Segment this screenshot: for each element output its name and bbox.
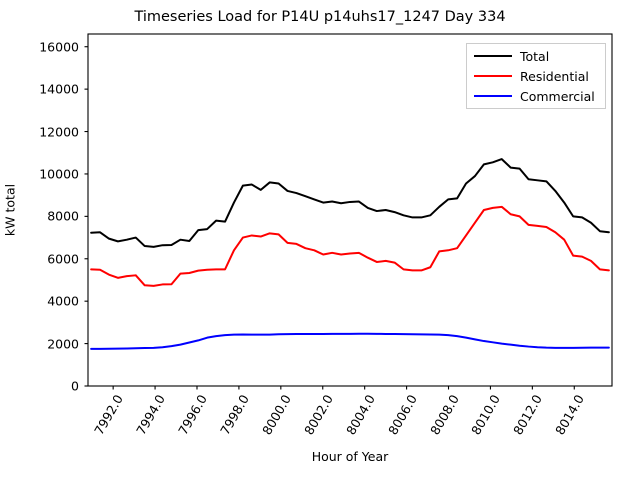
x-axis-label: Hour of Year: [311, 449, 389, 464]
y-axis-tick-labels: 0 2000 4000 6000 8000 10000 12000 14000 16000: [0, 0, 79, 480]
y-axis-tick-label: 10000: [39, 166, 79, 182]
legend-swatch-residential: [474, 75, 512, 77]
chart-title: Timeseries Load for P14U p14uhs17_1247 D…: [134, 9, 506, 25]
legend-swatch-total: [474, 55, 512, 57]
legend-item-residential: Residential: [474, 66, 589, 86]
y-axis-tick-label: 8000: [47, 208, 79, 224]
y-axis-tick-label: 2000: [47, 336, 79, 352]
legend-swatch-commercial: [474, 95, 512, 97]
legend-label-total: Total: [520, 48, 550, 64]
y-axis-tick-label: 12000: [39, 124, 79, 140]
y-axis-tick-label: 14000: [39, 81, 79, 97]
legend-item-total: Total: [474, 46, 549, 66]
legend-label-commercial: Commercial: [520, 88, 595, 104]
legend-item-commercial: Commercial: [474, 86, 595, 106]
y-axis-tick-label: 0: [71, 378, 79, 394]
y-axis-tick-label: 6000: [47, 251, 79, 267]
y-axis-tick-label: 16000: [39, 39, 79, 55]
y-axis-tick-label: 4000: [47, 293, 79, 309]
chart-legend: Total Residential Commercial: [466, 43, 606, 109]
legend-label-residential: Residential: [520, 68, 589, 84]
